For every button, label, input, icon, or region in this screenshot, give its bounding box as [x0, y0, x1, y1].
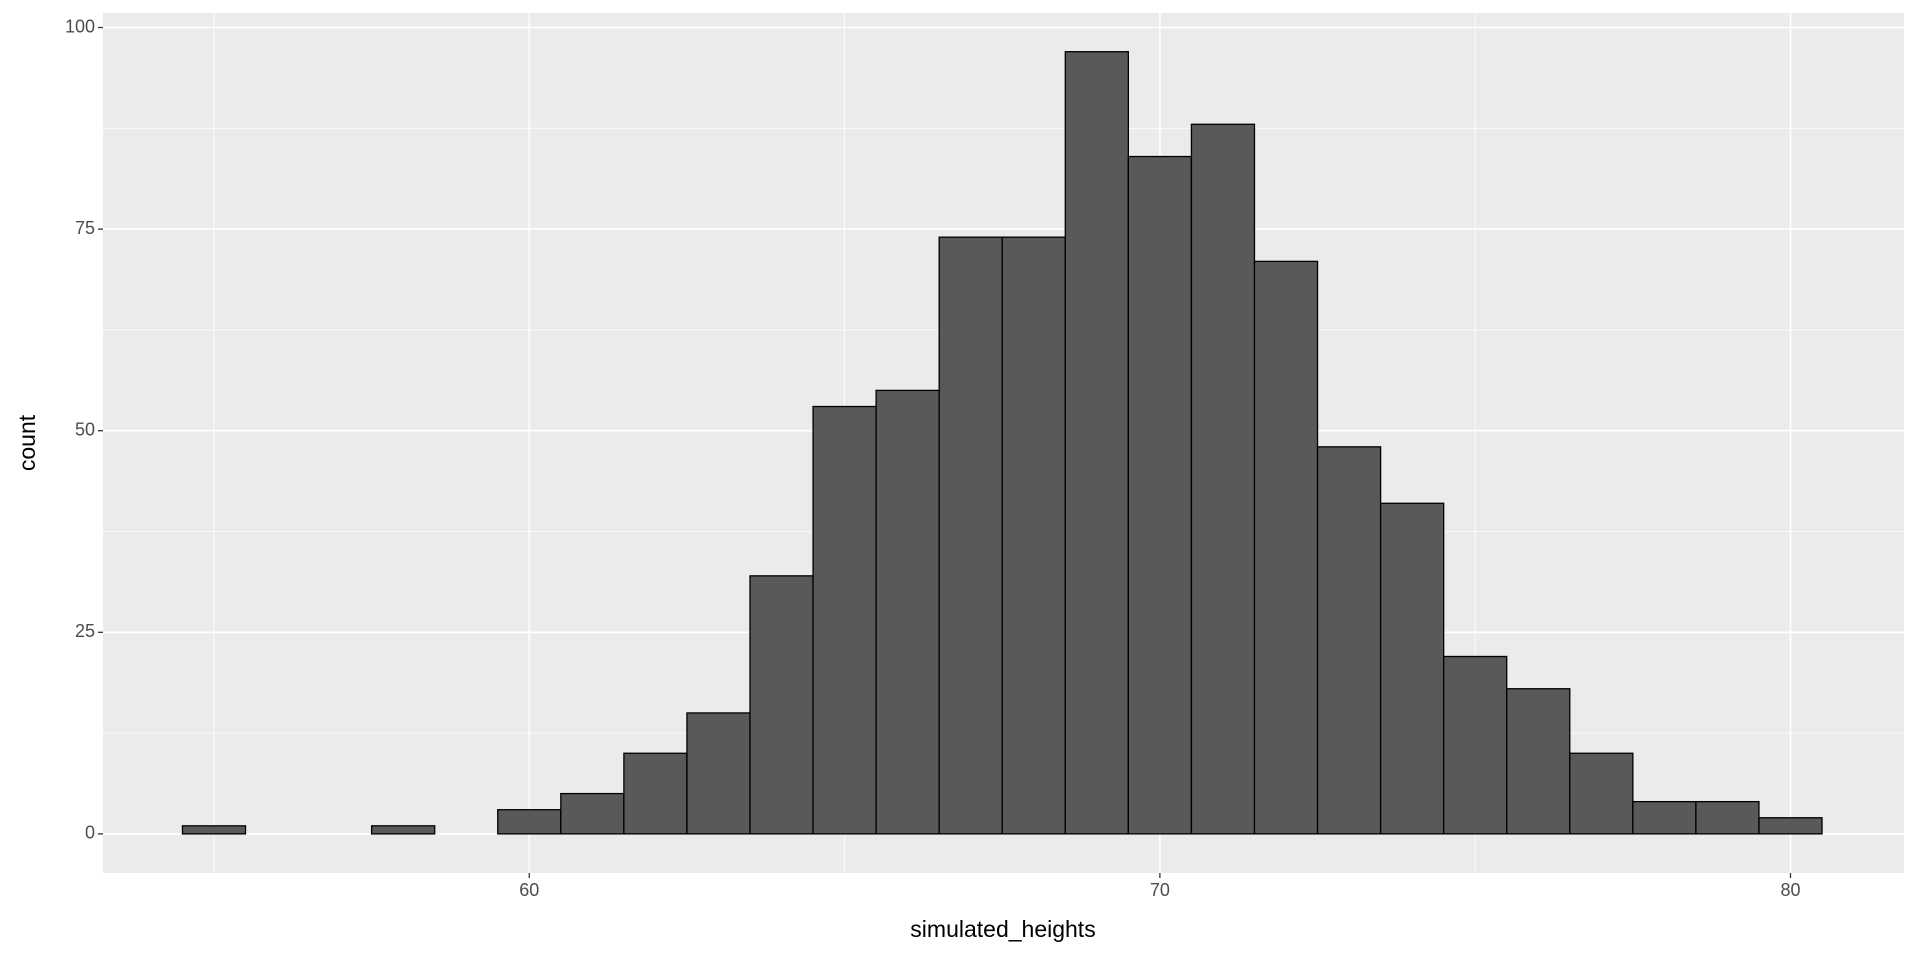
bar [1443, 655, 1508, 835]
bar [938, 236, 1003, 835]
bar [1127, 155, 1193, 835]
y-axis-title: count [14, 414, 40, 471]
bar [1064, 51, 1130, 835]
bar [1695, 800, 1760, 835]
bar [812, 405, 877, 835]
bar [623, 752, 688, 835]
y-tick-label: 100 [65, 16, 95, 36]
bar [749, 575, 814, 835]
bar [1316, 446, 1382, 835]
y-tick-label: 0 [85, 823, 95, 843]
x-tick-label: 70 [1150, 880, 1170, 900]
x-tick-label: 80 [1780, 880, 1800, 900]
bar [1190, 123, 1256, 835]
bar [497, 809, 562, 835]
x-axis-title: simulated_heights [910, 916, 1095, 942]
bar [181, 825, 247, 835]
bar [370, 825, 436, 835]
bar [1758, 817, 1823, 835]
bar [1379, 502, 1445, 835]
x-tick-label: 60 [519, 880, 539, 900]
y-tick-label: 25 [75, 621, 95, 641]
bar [1569, 752, 1634, 835]
y-tick-label: 50 [75, 419, 95, 439]
bar [686, 712, 751, 835]
bar [560, 792, 625, 835]
bar [1632, 800, 1697, 835]
bar [875, 389, 940, 835]
bar [1253, 260, 1319, 835]
bar [1506, 688, 1571, 835]
bar [1001, 236, 1066, 835]
y-tick-label: 75 [75, 218, 95, 238]
